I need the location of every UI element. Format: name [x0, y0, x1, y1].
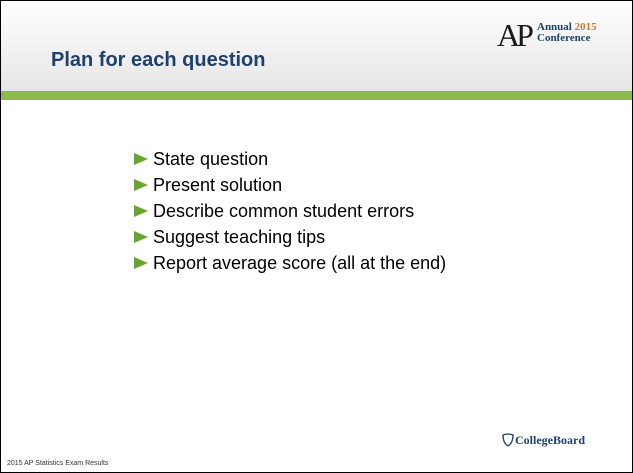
- bullet-marker: [134, 153, 148, 165]
- bullet-text: Present solution: [153, 175, 283, 195]
- bullet-marker: [134, 179, 148, 191]
- bullet-list: State question Present solution Describe c…: [134, 146, 446, 276]
- footer-text: 2015 AP Statistics Exam Results: [7, 460, 109, 467]
- bullet-marker: [134, 231, 148, 243]
- logo-line1: Annual: [537, 21, 572, 33]
- bullet-item: Present solution: [134, 172, 446, 198]
- bullet-text: Suggest teaching tips: [153, 227, 326, 247]
- bullet-item: Report average score (all at the end): [134, 250, 446, 276]
- footer-brand: CollegeBoard: [515, 433, 585, 447]
- bullet-text: State question: [153, 149, 269, 169]
- bullet-text: Describe common student errors: [153, 201, 415, 221]
- bullet-marker: [134, 205, 148, 217]
- bullet-item: Suggest teaching tips: [134, 224, 446, 250]
- header-band: [1, 1, 632, 91]
- bullet-item: Describe common student errors: [134, 198, 446, 224]
- logo-mark: AP: [497, 17, 534, 53]
- bullet-text: Report average score (all at the end): [153, 253, 447, 273]
- shield-icon: [502, 433, 514, 447]
- logo-line2: Conference: [537, 32, 591, 44]
- slide-title: Plan for each question: [51, 49, 266, 71]
- bullet-item: State question: [134, 146, 446, 172]
- logo-text: Annual 2015 Conference: [537, 22, 597, 44]
- bullet-marker: [134, 257, 148, 269]
- accent-bar: [1, 91, 632, 100]
- logo-year: 2015: [574, 21, 597, 33]
